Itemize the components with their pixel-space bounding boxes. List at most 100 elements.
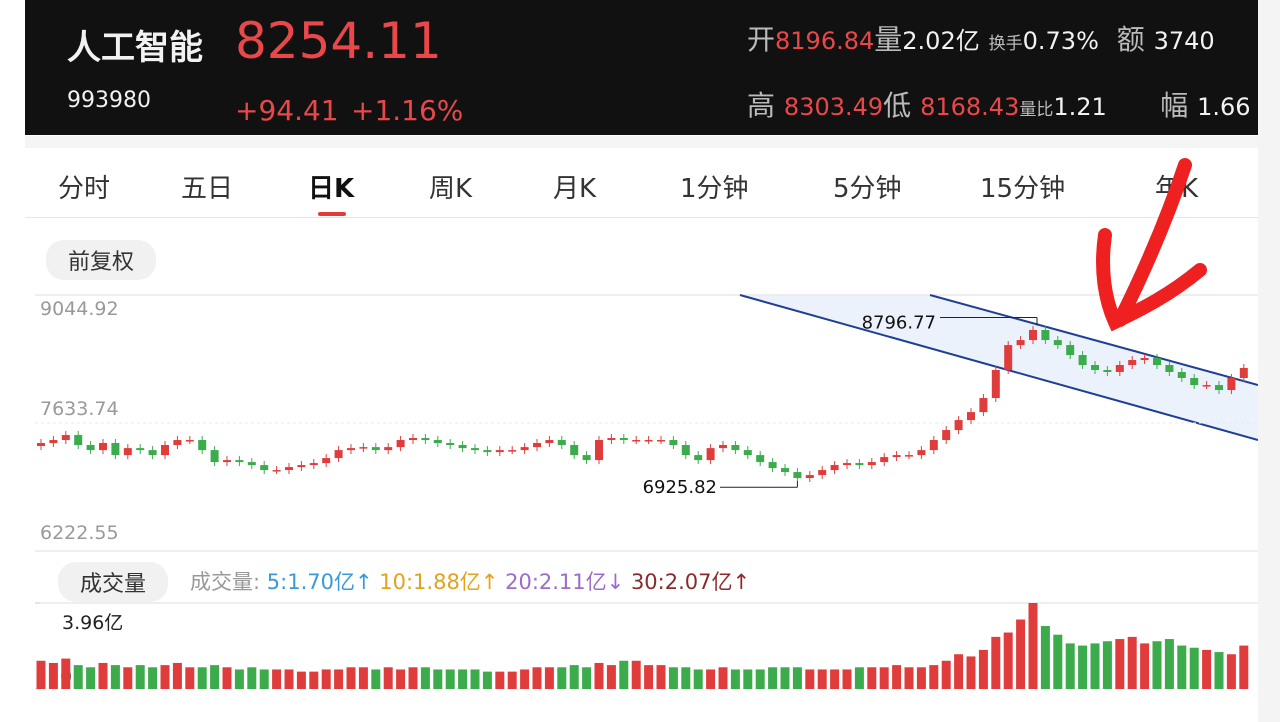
volume-bar	[582, 667, 592, 689]
volume-bar	[1065, 643, 1075, 689]
stat-label: 换手	[988, 34, 1023, 54]
candle-body	[706, 448, 715, 461]
tab[interactable]: 五日	[181, 174, 234, 204]
candle-body	[471, 448, 479, 451]
volume-bar	[1214, 652, 1224, 689]
stat-label: 开	[747, 23, 776, 56]
candle-body	[1153, 358, 1161, 366]
candle-body	[545, 440, 554, 444]
change-pct: +1.16%	[351, 94, 464, 127]
volume-bar	[408, 667, 418, 689]
volume-bar	[854, 667, 864, 689]
candle-body	[123, 448, 132, 456]
volume-bar	[272, 669, 282, 689]
candle-body	[557, 440, 566, 446]
candle-body	[396, 440, 405, 448]
candle-body	[756, 455, 765, 463]
candle-body	[805, 475, 814, 479]
candle-body	[1202, 385, 1211, 387]
tab[interactable]: 分时	[58, 174, 111, 204]
index-name: 人工智能	[67, 28, 203, 68]
candle-body	[49, 440, 58, 444]
volume-bar	[693, 669, 703, 689]
volume-bar	[1152, 641, 1162, 689]
candle-body	[582, 455, 591, 461]
change: +94.41	[235, 94, 339, 127]
candle-body	[929, 440, 938, 451]
volume-bar	[135, 665, 145, 689]
volume-bar	[1202, 649, 1212, 689]
candle-body	[495, 450, 504, 453]
volume-bar	[396, 669, 406, 689]
volume-bar	[1040, 626, 1050, 689]
volume-bar	[36, 660, 46, 689]
candle-body	[223, 460, 231, 463]
candle-body	[347, 448, 355, 451]
candle-body	[1103, 370, 1112, 373]
tab[interactable]: 日K	[308, 174, 355, 204]
candle-body	[247, 462, 256, 466]
volume-button[interactable]: 成交量	[58, 562, 169, 602]
candle-body	[446, 443, 455, 446]
volume-bar	[1102, 641, 1112, 689]
volume-bar	[284, 669, 294, 689]
candle-body	[818, 470, 827, 476]
candle-body	[669, 440, 678, 446]
volume-bar	[371, 669, 381, 689]
candle-body	[644, 440, 653, 442]
tab[interactable]: 1分钟	[680, 174, 749, 204]
candle-body	[272, 470, 281, 472]
volume-bar	[334, 669, 344, 689]
candle-body	[979, 398, 988, 413]
volume-bar	[805, 669, 815, 689]
volume-bar	[470, 669, 480, 689]
candle-body	[1091, 365, 1099, 371]
volume-bar	[743, 669, 753, 689]
stat-value: 1.21	[1053, 93, 1107, 121]
stat-value: 2.02亿	[902, 27, 980, 55]
tab[interactable]: 15分钟	[980, 174, 1066, 204]
candle-body	[719, 445, 727, 449]
adjust-button[interactable]: 前复权	[46, 240, 157, 280]
candle-body	[1190, 377, 1199, 386]
stat-label: 额	[1116, 23, 1145, 56]
volume-bar	[86, 667, 96, 689]
legend-entry: 30:2.07亿↑	[630, 570, 751, 594]
volume-bar	[1003, 632, 1013, 689]
candle-body	[768, 462, 777, 469]
y-tick-label: 7633.74	[40, 398, 119, 420]
candle-body	[1078, 355, 1087, 366]
volume-bar	[631, 660, 641, 689]
volume-bar	[656, 665, 666, 689]
volume-bar	[916, 667, 926, 689]
candle-body	[297, 465, 306, 468]
candle-body	[173, 440, 182, 446]
volume-bar	[606, 665, 616, 689]
candle-body	[37, 443, 45, 447]
volume-bar	[904, 667, 914, 689]
candle-body	[793, 472, 802, 479]
candle-body	[161, 445, 169, 456]
volume-bar	[644, 665, 654, 689]
candle-body	[1227, 377, 1236, 391]
volume-bar	[730, 669, 740, 689]
volume-bar	[532, 667, 542, 689]
volume-bar	[681, 667, 691, 689]
legend-title: 成交量:	[190, 570, 261, 594]
volume-bar	[123, 667, 133, 689]
tab[interactable]: 5分钟	[833, 174, 902, 204]
y-tick-label: 9044.92	[40, 298, 119, 320]
stat-value: 8168.43	[920, 93, 1020, 121]
candle-body	[843, 463, 851, 466]
candle-body	[210, 450, 219, 463]
candle-body	[185, 440, 194, 442]
candle-body	[409, 438, 417, 441]
candle-body	[520, 447, 529, 451]
volume-bar	[61, 658, 71, 689]
volume-legend: 成交量: 5:1.70亿↑ 10:1.88亿↑ 20:2.11亿↓ 30:2.0…	[190, 566, 750, 596]
stat-value: 8196.84	[775, 27, 875, 55]
volume-bar	[383, 667, 393, 689]
tab[interactable]: 周K	[429, 174, 473, 204]
tab[interactable]: 月K	[553, 174, 597, 204]
